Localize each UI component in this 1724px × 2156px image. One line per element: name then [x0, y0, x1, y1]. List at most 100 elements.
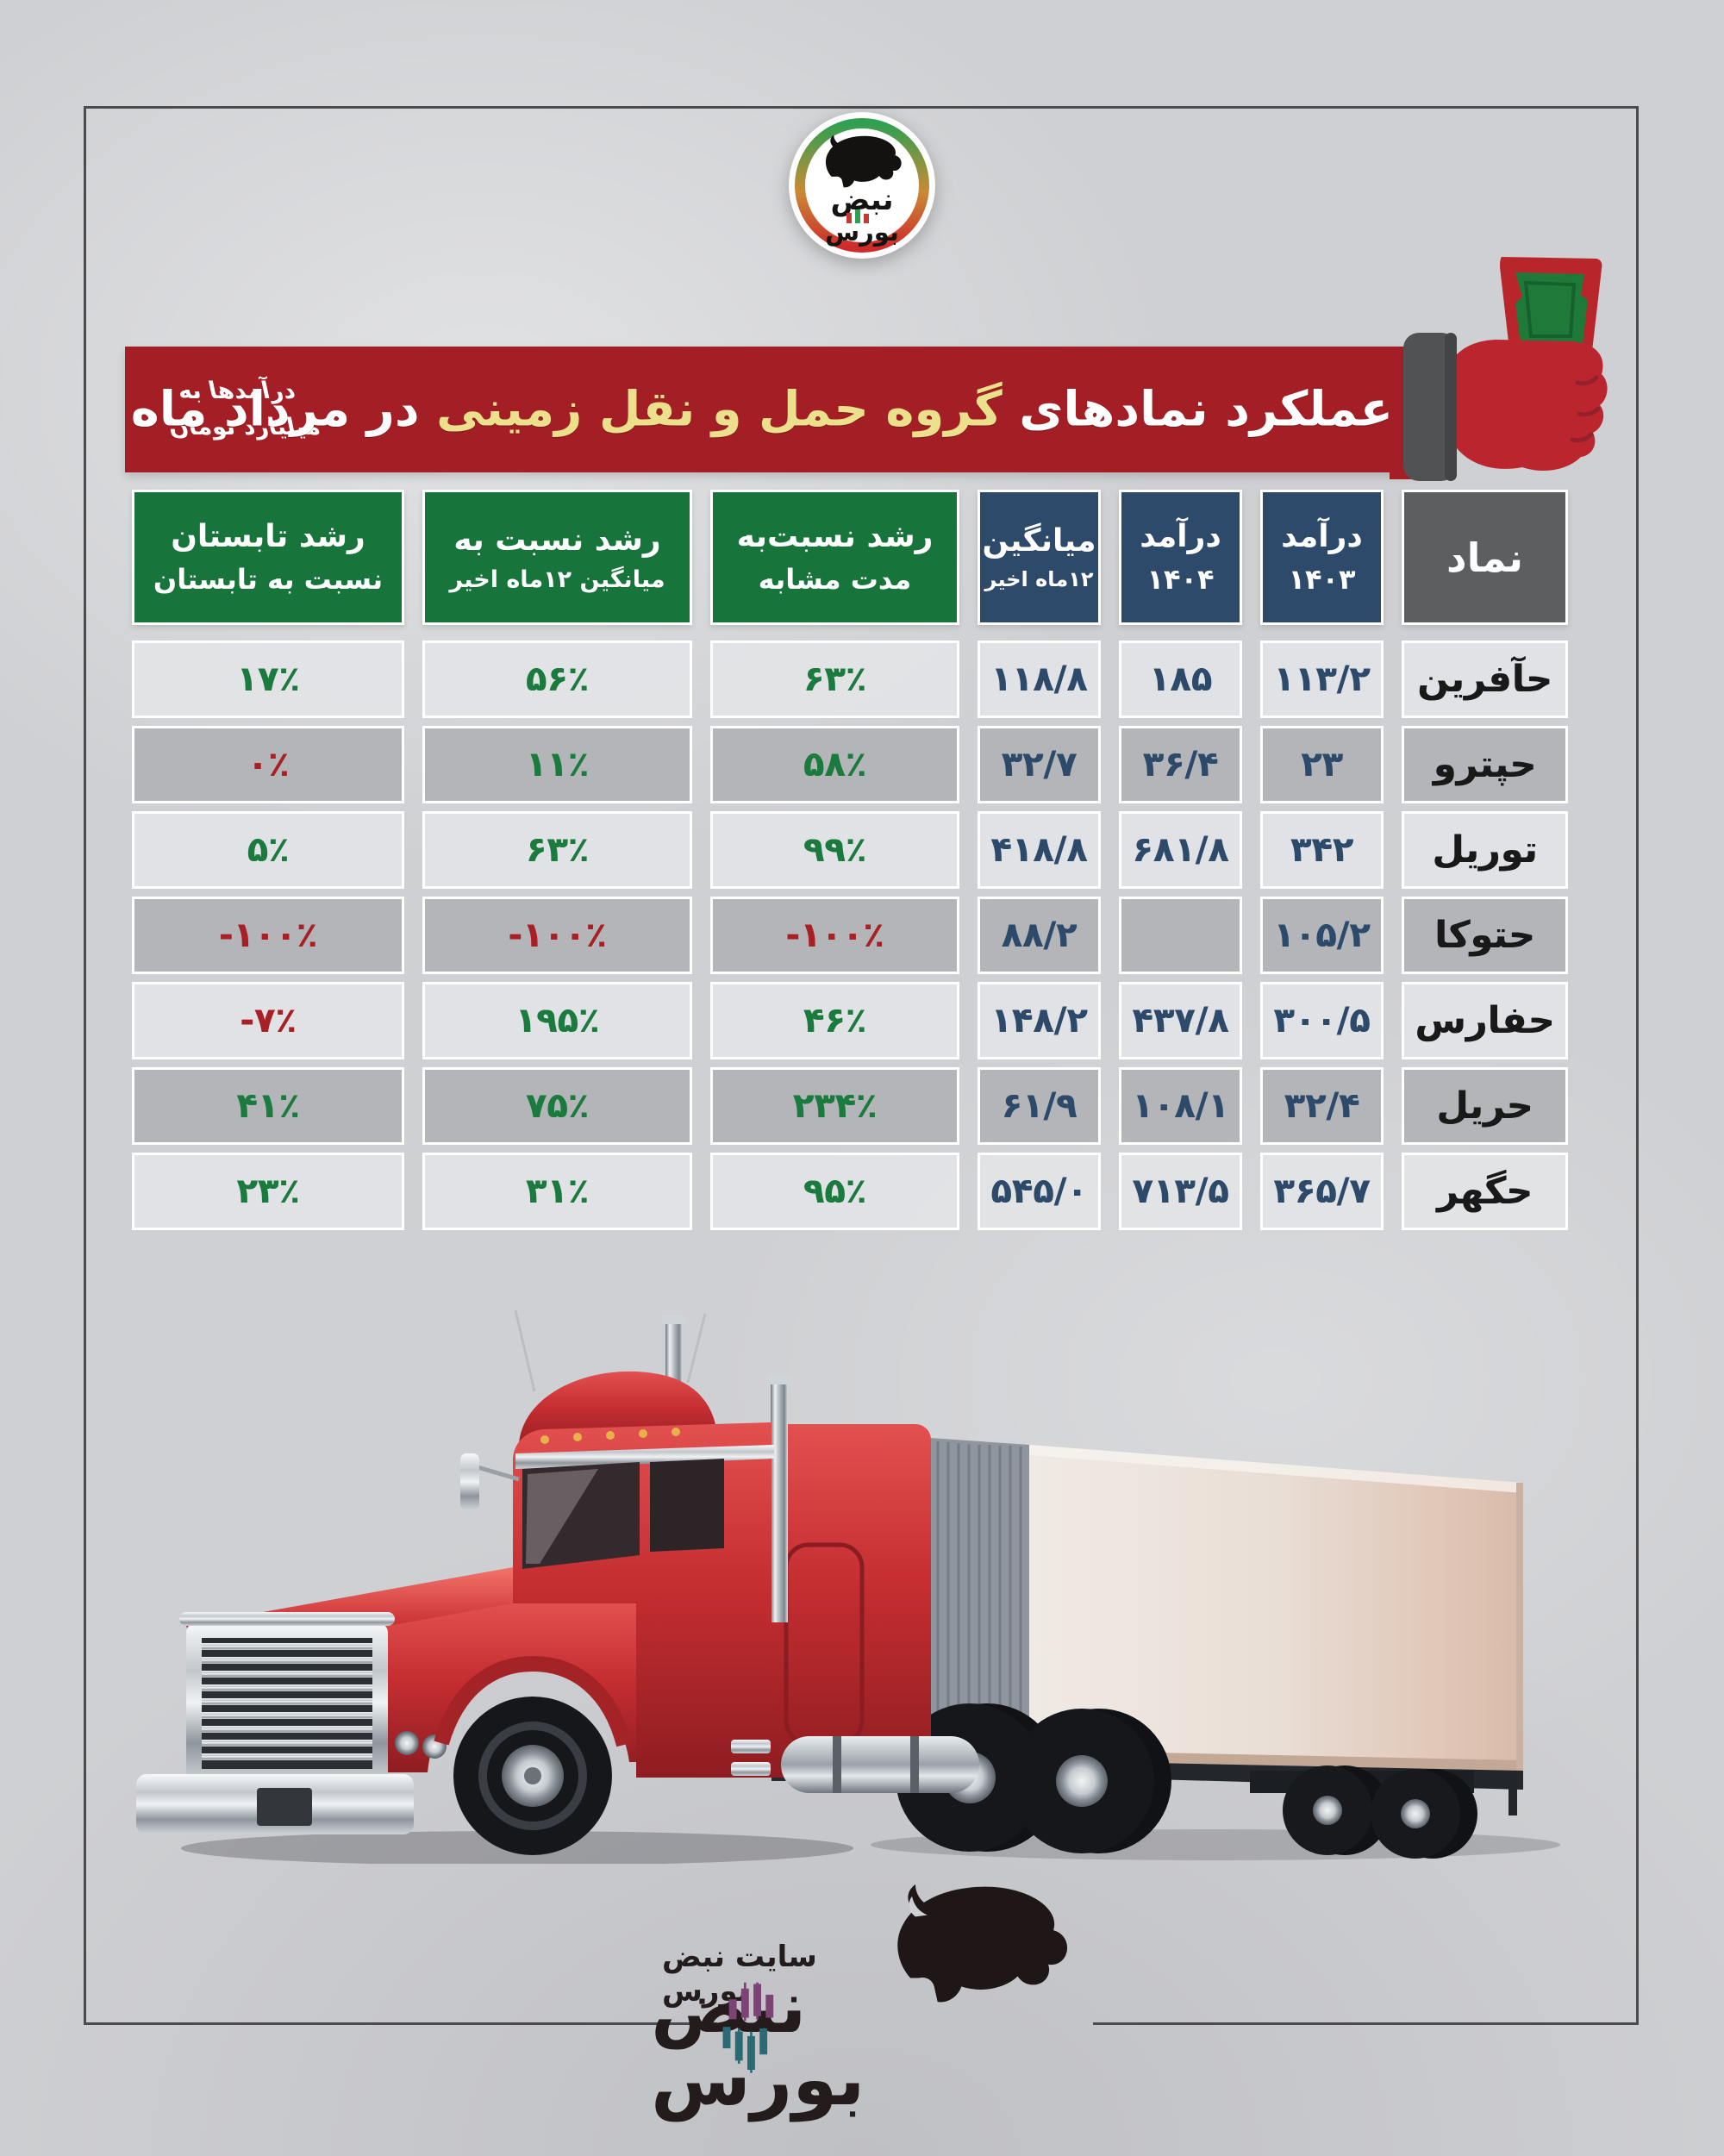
- value-text: ۶۳٪: [525, 830, 590, 870]
- value-text: ۱۷٪: [236, 659, 300, 699]
- table-row: حریل ۳۲/۴ ۱۰۸/۱ ۶۱/۹ ۲۳۴٪ ۷۵٪ ۴۱٪: [128, 1067, 1568, 1145]
- symbol-text: حآفرین: [1417, 658, 1552, 701]
- value-cell: ۶۱/۹: [978, 1067, 1101, 1145]
- value-text: ۲۳: [1301, 745, 1343, 784]
- value-text: ۱۱۳/۲: [1273, 659, 1371, 699]
- value-text: ۵۸٪: [803, 745, 867, 784]
- symbol-text: حگهر: [1436, 1170, 1533, 1213]
- value-cell: ۲۳: [1260, 726, 1384, 803]
- value-cell: -۷٪: [132, 982, 404, 1059]
- column-header-symbol: نماد: [1402, 490, 1568, 625]
- value-cell: -۱۰۰٪: [710, 897, 959, 974]
- frame-bottom-left: [84, 2022, 717, 2025]
- value-cell: ۷۵٪: [422, 1067, 692, 1145]
- value-text: ۱۰۸/۱: [1132, 1086, 1229, 1126]
- thumbs-up-hand-icon: [1390, 257, 1608, 481]
- frame-right: [1636, 106, 1639, 2025]
- value-text: ۲۳٪: [236, 1172, 300, 1211]
- truck-illustration: [136, 1309, 1560, 1864]
- symbol-text: حریل: [1436, 1084, 1533, 1128]
- footer-brand-wordmark: نبض بورس: [651, 1965, 866, 2122]
- tractor-cab: [136, 1309, 1171, 1855]
- column-header-12mo-average: میانگین ۱۲ماه اخیر: [978, 490, 1101, 625]
- table-row: حآفرین ۱۱۳/۲ ۱۸۵ ۱۱۸/۸ ۶۳٪ ۵۶٪ ۱۷٪: [128, 641, 1568, 718]
- value-cell: ۳۲/۷: [978, 726, 1101, 803]
- frame-left: [84, 106, 86, 2025]
- symbol-cell: حآفرین: [1402, 641, 1568, 718]
- symbol-cell: حپترو: [1402, 726, 1568, 803]
- value-text: ۹۵٪: [803, 1172, 867, 1211]
- value-text: ۳۲/۴: [1284, 1086, 1360, 1126]
- symbol-cell: حریل: [1402, 1067, 1568, 1145]
- badge-ring: [795, 118, 929, 253]
- cuff: [1403, 333, 1457, 481]
- value-cell: ۳۱٪: [422, 1153, 692, 1230]
- value-text: ۷۱۳/۵: [1132, 1172, 1229, 1211]
- value-cell: ۳۶/۴: [1119, 726, 1242, 803]
- column-header-revenue-1403: درآمد ۱۴۰۳: [1260, 490, 1384, 625]
- table-row: توریل ۳۴۲ ۶۸۱/۸ ۴۱۸/۸ ۹۹٪ ۶۳٪ ۵٪: [128, 811, 1568, 889]
- value-cell: ۵۸٪: [710, 726, 959, 803]
- value-cell: ۱۱۸/۸: [978, 641, 1101, 718]
- candlestick-icon: [846, 209, 869, 223]
- symbol-cell: توریل: [1402, 811, 1568, 889]
- symbol-text: حتوکا: [1434, 914, 1535, 957]
- symbol-cell: حتوکا: [1402, 897, 1568, 974]
- symbol-text: حفارس: [1415, 999, 1555, 1042]
- value-cell: ۵۴۵/۰: [978, 1153, 1101, 1230]
- candlestick-icon: [722, 1982, 774, 2073]
- value-cell: ۷۱۳/۵: [1119, 1153, 1242, 1230]
- trailer: [930, 1438, 1523, 1859]
- table-row: حتوکا ۱۰۵/۲ ۸۸/۲ -۱۰۰٪ -۱۰۰٪ -۱۰۰٪: [128, 897, 1568, 974]
- value-text: -۱۰۰٪: [508, 916, 607, 955]
- value-cell: ۳۶۵/۷: [1260, 1153, 1384, 1230]
- value-text: ۴۱۸/۸: [990, 830, 1088, 870]
- value-cell: ۳۰۰/۵: [1260, 982, 1384, 1059]
- value-cell: ۱۹۵٪: [422, 982, 692, 1059]
- value-cell: -۱۰۰٪: [132, 897, 404, 974]
- column-header-growth-vs-12mo-average: رشد نسبت به میانگین ۱۲ماه اخیر: [422, 490, 692, 625]
- table-row: حپترو ۲۳ ۳۶/۴ ۳۲/۷ ۵۸٪ ۱۱٪ ۰٪: [128, 726, 1568, 803]
- fist: [1446, 340, 1608, 471]
- column-header-summer-growth: رشد تابستان نسبت به تابستان: [132, 490, 404, 625]
- table-header: نماد درآمد ۱۴۰۳ درآمد ۱۴۰۴ میانگین ۱۲ماه…: [128, 490, 1568, 625]
- value-text: ۳۱٪: [525, 1172, 590, 1211]
- value-text: ۵۴۵/۰: [990, 1172, 1088, 1211]
- symbol-cell: حگهر: [1402, 1153, 1568, 1230]
- value-text: -۱۰۰٪: [785, 916, 884, 955]
- table-row: حفارس ۳۰۰/۵ ۴۳۷/۸ ۱۴۸/۲ ۴۶٪ ۱۹۵٪ -۷٪: [128, 982, 1568, 1059]
- value-text: ۳۰۰/۵: [1273, 1001, 1371, 1041]
- value-cell: ۱۴۸/۲: [978, 982, 1101, 1059]
- value-text: ۴۱٪: [236, 1086, 300, 1126]
- value-text: -۷٪: [240, 1001, 297, 1041]
- value-text: ۳۴۲: [1290, 830, 1354, 870]
- value-cell: ۶۳٪: [710, 641, 959, 718]
- value-text: ۲۳۴٪: [792, 1086, 878, 1126]
- value-cell: ۱۷٪: [132, 641, 404, 718]
- value-text: ۰٪: [247, 745, 290, 784]
- title-highlight: گروه حمل و نقل زمینی: [436, 381, 1003, 438]
- column-header-revenue-1404: درآمد ۱۴۰۴: [1119, 490, 1242, 625]
- value-text: ۴۶٪: [803, 1001, 867, 1041]
- column-header-growth-vs-similar: رشد نسبت‌به مدت مشابه: [710, 490, 959, 625]
- value-text: ۷۵٪: [525, 1086, 590, 1126]
- frame-top: [84, 106, 1639, 109]
- value-text: ۱۱۸/۸: [990, 659, 1088, 699]
- value-cell: ۳۴۲: [1260, 811, 1384, 889]
- table-body: حآفرین ۱۱۳/۲ ۱۸۵ ۱۱۸/۸ ۶۳٪ ۵۶٪ ۱۷٪ حپترو ۲۳ ۳۶/۴ ۳…: [128, 641, 1568, 1230]
- value-cell: ۸۸/۲: [978, 897, 1101, 974]
- value-cell: ۱۰۵/۲: [1260, 897, 1384, 974]
- value-cell: ۴۶٪: [710, 982, 959, 1059]
- value-cell: ۵٪: [132, 811, 404, 889]
- frame-bottom-right: [1093, 2022, 1639, 2025]
- value-text: ۳۶/۴: [1142, 745, 1219, 784]
- value-text: ۱۹۵٪: [515, 1001, 600, 1041]
- value-text: ۵٪: [247, 830, 290, 870]
- value-cell: ۱۰۸/۱: [1119, 1067, 1242, 1145]
- value-text: ۱۴۸/۲: [990, 1001, 1088, 1041]
- symbol-cell: حفارس: [1402, 982, 1568, 1059]
- value-cell: ۲۳۴٪: [710, 1067, 959, 1145]
- bull-icon: [897, 1884, 1068, 2003]
- value-text: ۱۰۵/۲: [1273, 916, 1371, 955]
